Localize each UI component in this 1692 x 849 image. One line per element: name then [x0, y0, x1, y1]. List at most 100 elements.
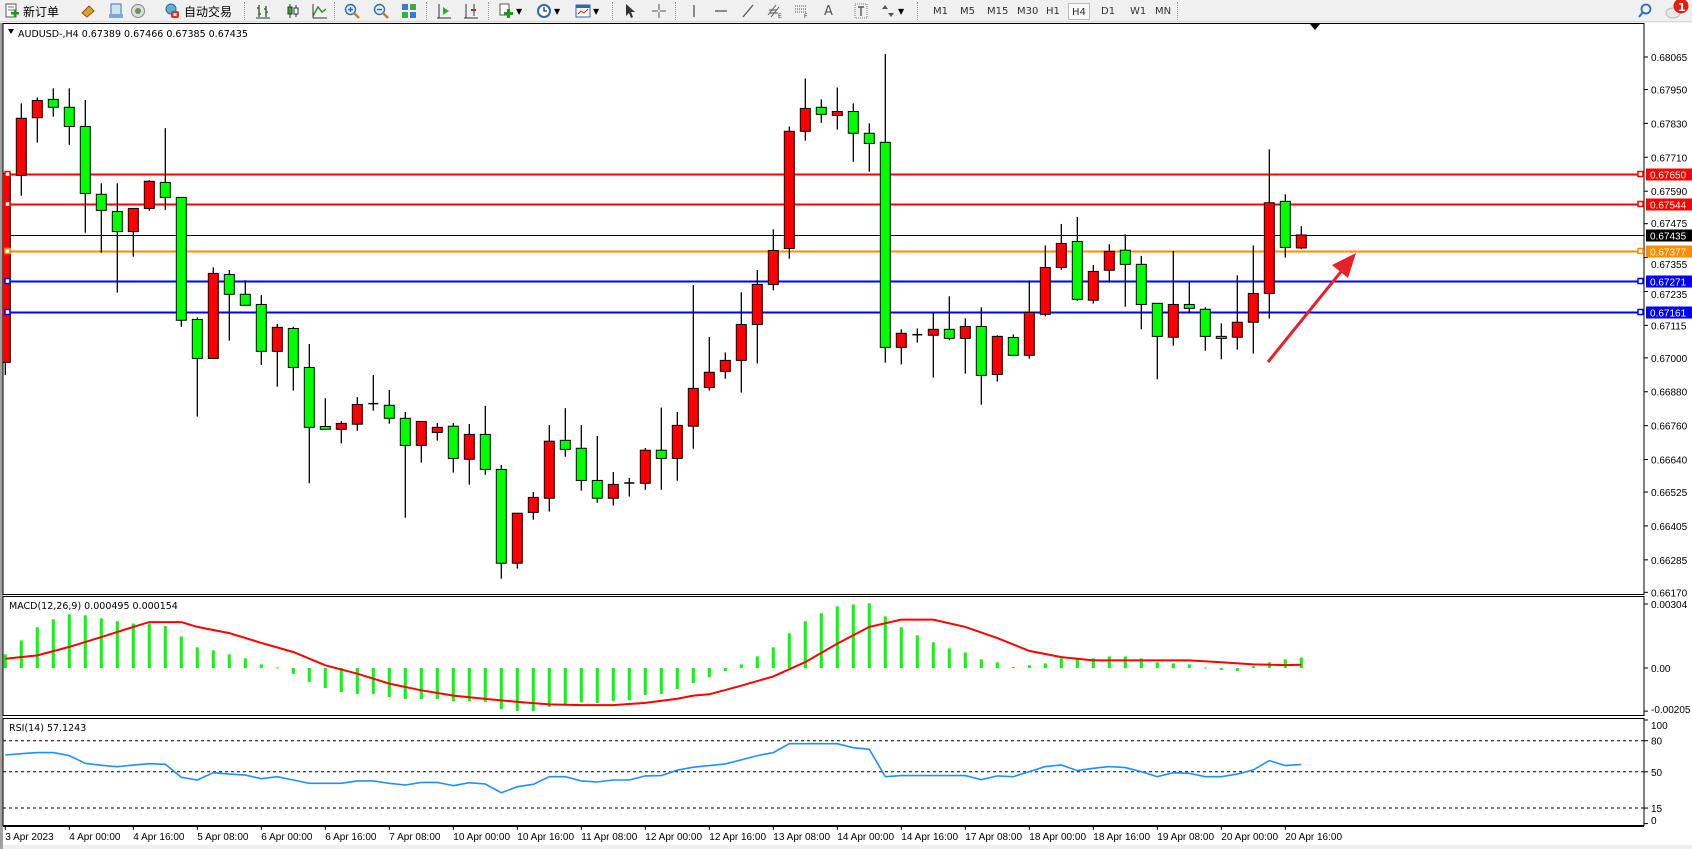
data-window-button[interactable] [108, 2, 124, 20]
crosshair-icon [652, 4, 666, 18]
text-tool-button[interactable]: A [824, 2, 833, 20]
time-tick-label: 11 Apr 08:00 [581, 832, 637, 843]
macd-histogram-bar [1299, 657, 1303, 668]
macd-histogram-bar [195, 647, 199, 668]
symbol-menu-triangle-icon[interactable] [8, 29, 14, 34]
candle-body [351, 403, 363, 425]
candle-body [1279, 200, 1291, 248]
candle-body [255, 303, 267, 352]
candle [399, 412, 411, 518]
time-tick-label: 6 Apr 00:00 [261, 832, 313, 843]
macd-tick-label: -0.00205 [1651, 705, 1691, 716]
macd-histogram-bar [611, 668, 615, 702]
macd-histogram-bar [419, 668, 423, 699]
timeframe-m1-button[interactable]: M1 [933, 6, 948, 17]
search-icon [1638, 3, 1652, 18]
candle [975, 307, 987, 405]
time-tick-label: 13 Apr 08:00 [773, 832, 830, 843]
candle [271, 323, 283, 387]
new-order-button[interactable]: 新订单 [4, 2, 59, 20]
bar-chart-button[interactable] [255, 2, 271, 20]
toolbar-separator [244, 2, 245, 20]
tile-windows-button[interactable] [401, 2, 417, 20]
macd-histogram-bar [1059, 658, 1063, 668]
macd-histogram-bar [179, 636, 183, 668]
macd-histogram-bar [51, 619, 55, 668]
candle-body [943, 328, 955, 339]
horizontal-line-tool-button[interactable] [713, 2, 729, 20]
trendline-tool-button[interactable] [740, 2, 756, 20]
fibonacci-tool-button[interactable]: F [794, 2, 810, 20]
zoom-out-button[interactable] [373, 2, 389, 20]
candle [1151, 302, 1163, 380]
candle [495, 464, 507, 579]
timeframe-m30-button[interactable]: M30 [1017, 6, 1039, 17]
candlestick-icon [287, 4, 299, 18]
rsi-tick-label: 100 [1651, 721, 1668, 732]
macd-histogram-bar [35, 627, 39, 668]
symbol-ohlc-header: AUDUSD-,H4 0.67389 0.67466 0.67385 0.674… [18, 29, 248, 40]
candle-body [719, 359, 731, 372]
line-chart-button[interactable] [312, 2, 328, 20]
auto-scroll-button[interactable] [436, 2, 452, 20]
chart-shift-marker-icon[interactable] [1310, 24, 1320, 30]
templates-button[interactable]: ▼ [575, 2, 599, 20]
market-watch-button[interactable] [80, 2, 96, 20]
timeframe-m5-button[interactable]: M5 [960, 6, 975, 17]
time-tick-label: 4 Apr 16:00 [133, 832, 185, 843]
equidistant-channel-tool-button[interactable]: E [767, 2, 783, 20]
candle-body [319, 425, 331, 430]
cursor-tool-button[interactable] [622, 2, 638, 20]
candle [287, 326, 299, 391]
timeframe-h1-button[interactable]: H1 [1046, 6, 1060, 17]
candle-body [751, 283, 763, 326]
toolbar: 新订单 自动交易 ▼ ▼ ▼ E F A ▼ M1 M5 M15 M30 H1 H4 D1 W… [0, 0, 1692, 22]
timeframe-m15-button[interactable]: M15 [987, 6, 1009, 17]
macd-histogram-bar [819, 613, 823, 668]
search-button[interactable] [1637, 2, 1653, 20]
chart-background [0, 23, 1692, 849]
time-axis: 3 Apr 2023 4 Apr 00:00 4 Apr 16:00 5 Apr 08… [4, 826, 1342, 843]
chart-shift-button[interactable] [463, 2, 479, 20]
timeframe-h4-button[interactable]: H4 [1068, 3, 1090, 20]
macd-histogram-bar [835, 606, 839, 668]
macd-histogram-bar [1251, 666, 1255, 668]
zoom-in-button[interactable] [344, 2, 360, 20]
macd-histogram-bar [627, 668, 631, 701]
candle-body [271, 326, 283, 352]
candle [1215, 323, 1227, 360]
timeframe-w1-button[interactable]: W1 [1130, 6, 1147, 17]
annotation-arrow[interactable] [1266, 253, 1356, 363]
candle-body [207, 272, 219, 359]
time-tick-label: 10 Apr 16:00 [517, 832, 574, 843]
candle [79, 99, 91, 233]
timeframe-d1-button[interactable]: D1 [1101, 6, 1116, 17]
candle-body [639, 449, 651, 484]
periods-button[interactable]: ▼ [536, 2, 560, 20]
macd-histogram-bar [787, 633, 791, 668]
vertical-line-tool-button[interactable] [686, 2, 702, 20]
candle [223, 269, 235, 341]
candle-body [463, 433, 475, 460]
crosshair-tool-button[interactable] [651, 2, 667, 20]
macd-panel-frame [2, 596, 1645, 716]
candle-body [1135, 263, 1147, 305]
auto-trading-button[interactable]: 自动交易 [164, 2, 232, 20]
navigator-button[interactable] [130, 2, 146, 20]
indicators-button[interactable]: ▼ [498, 2, 522, 20]
price-axis: 0.68065 0.67950 0.67830 0.67710 0.67590 0.674… [1644, 53, 1688, 599]
text-label-tool-button[interactable] [853, 2, 869, 20]
candle [671, 412, 683, 481]
macd-histogram-bar [339, 668, 343, 693]
macd-histogram-bar [883, 616, 887, 668]
macd-histogram-bar [227, 654, 231, 668]
candle [943, 296, 955, 341]
timeframe-mn-button[interactable]: MN [1155, 6, 1172, 17]
arrows-tool-button[interactable]: ▼ [880, 2, 904, 20]
notifications-button[interactable]: 1 [1664, 0, 1690, 19]
candle-body [671, 424, 683, 459]
candlestick-chart-button[interactable] [285, 2, 301, 20]
level-handle [4, 277, 11, 285]
level-price-tag [1646, 168, 1692, 181]
